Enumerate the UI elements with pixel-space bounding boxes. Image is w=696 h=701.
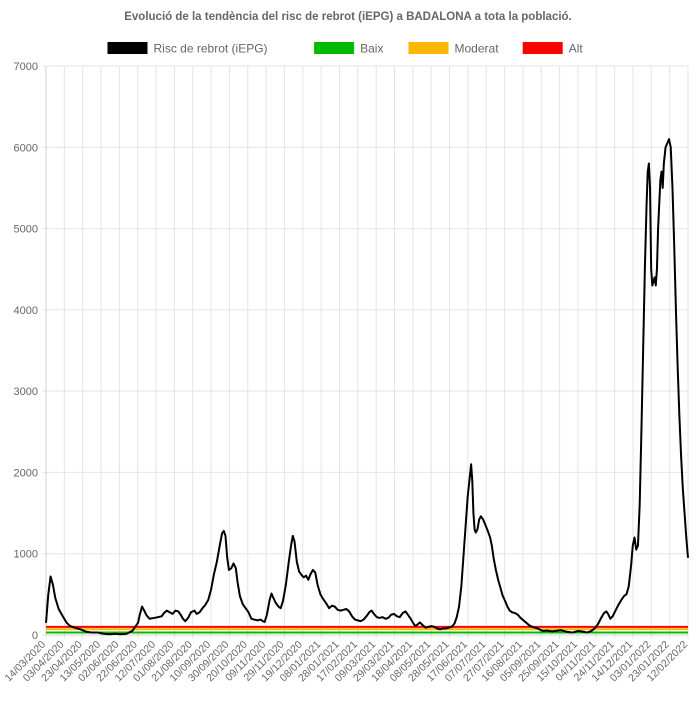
legend-label: Alt [569, 42, 584, 56]
risc-de-rebrot-iepg-line [45, 138, 689, 636]
y-tick-label: 4000 [14, 305, 38, 317]
y-tick-label: 2000 [14, 467, 38, 479]
y-tick-label: 7000 [14, 61, 38, 73]
legend-swatch [107, 42, 148, 54]
y-tick-label: 0 [32, 630, 38, 642]
y-tick-label: 1000 [14, 549, 38, 561]
threshold-lines [46, 625, 688, 634]
legend-swatch [408, 42, 449, 54]
y-axis: 0 1000 2000 3000 4000 5000 6000 7000 [14, 61, 38, 642]
legend-label: Moderat [455, 42, 500, 56]
legend-label: Baix [360, 42, 383, 56]
grid [42, 65, 689, 639]
legend: Risc de rebrot (iEPG) Baix Moderat Alt [107, 42, 584, 56]
legend-label: Risc de rebrot (iEPG) [154, 42, 268, 56]
x-axis: 14/03/202003/04/202023/04/202013/05/2020… [2, 639, 690, 685]
legend-swatch [522, 42, 563, 54]
legend-swatch [314, 42, 355, 54]
y-tick-label: 5000 [14, 224, 38, 236]
y-tick-label: 3000 [14, 386, 38, 398]
main-series [45, 138, 689, 636]
y-tick-label: 6000 [14, 142, 38, 154]
chart-title: Evolució de la tendència del risc de reb… [124, 11, 572, 23]
